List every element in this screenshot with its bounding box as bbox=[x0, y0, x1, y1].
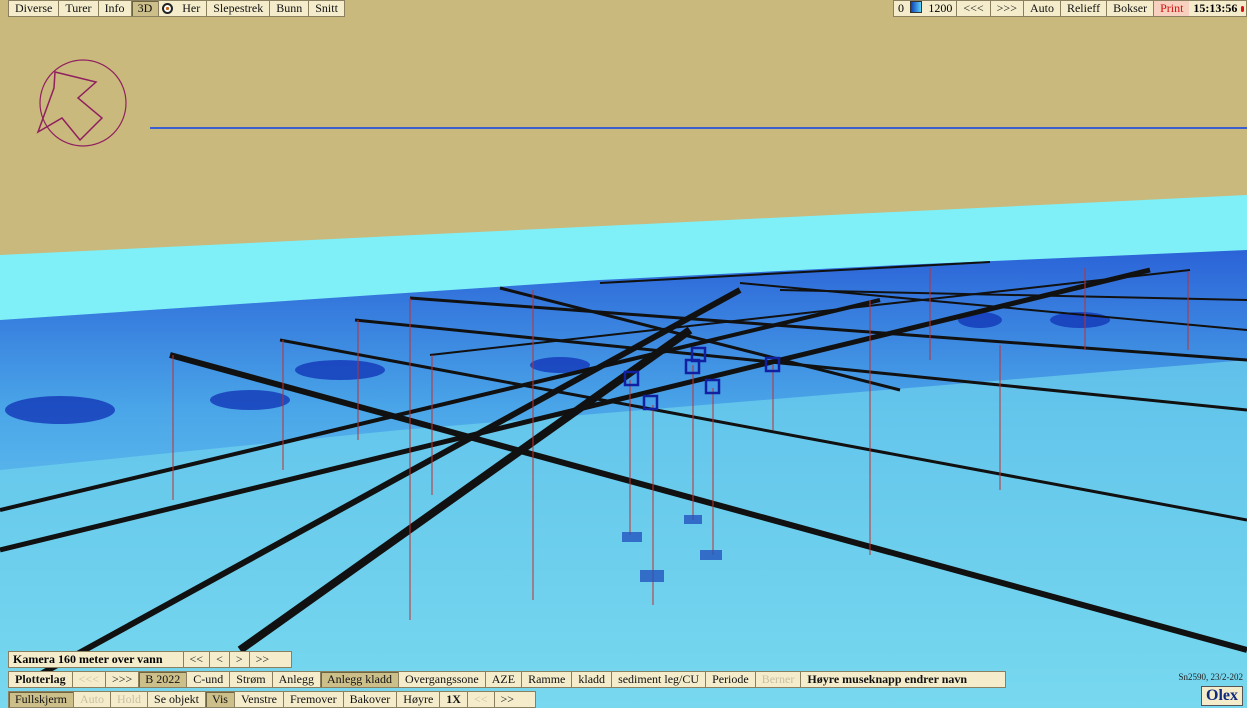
camera-label: Kamera 160 meter over vann bbox=[9, 652, 184, 667]
button[interactable]: AZE bbox=[486, 672, 523, 687]
button[interactable]: >> bbox=[255, 652, 270, 666]
button[interactable]: < bbox=[210, 652, 230, 667]
depth-min: 0 bbox=[898, 1, 904, 15]
record-indicator bbox=[1241, 5, 1244, 12]
depth-max: 1200 bbox=[924, 1, 958, 16]
button[interactable]: Bokser bbox=[1107, 1, 1155, 16]
compass bbox=[36, 59, 127, 147]
camera-bar: Kamera 160 meter over vann << < > >> bbox=[8, 651, 292, 668]
button: <<< bbox=[73, 672, 106, 687]
button[interactable]: Overgangssone bbox=[399, 672, 486, 687]
button[interactable]: kladd bbox=[572, 672, 613, 687]
button[interactable]: 3D bbox=[131, 1, 160, 16]
button[interactable]: Relieff bbox=[1061, 1, 1108, 16]
button[interactable]: 1X bbox=[440, 692, 468, 707]
button[interactable]: Periode bbox=[706, 672, 756, 687]
button[interactable]: Plotterlag bbox=[9, 672, 73, 687]
button[interactable]: Se objekt bbox=[148, 692, 207, 707]
cable-lines bbox=[0, 261, 1247, 683]
status-info: Sn2590, 23/2-202 bbox=[1178, 672, 1243, 682]
button[interactable]: sediment leg/CU bbox=[612, 672, 707, 687]
button[interactable]: Høyre bbox=[397, 692, 441, 707]
button[interactable]: B 2022 bbox=[139, 672, 188, 687]
top-right-toolbar: 0 1200 <<< >>> Auto Relieff Bokser Print 15:1… bbox=[893, 0, 1247, 17]
button[interactable]: Turer bbox=[59, 1, 99, 16]
object-shadows bbox=[622, 515, 722, 582]
depth-color-scale bbox=[910, 1, 923, 13]
olex-logo[interactable]: Olex bbox=[1201, 686, 1243, 706]
button: << bbox=[468, 692, 495, 707]
button[interactable]: C-und bbox=[187, 672, 231, 687]
button[interactable]: > bbox=[230, 652, 250, 667]
button[interactable]: Bakover bbox=[344, 692, 398, 707]
button[interactable]: Fullskjerm bbox=[9, 692, 75, 707]
button[interactable]: Auto bbox=[1024, 1, 1061, 16]
plotter-layer-bar: Plotterlag <<< >>> B 2022 C-und Strøm Anlegg An… bbox=[8, 671, 1006, 688]
button[interactable]: Venstre bbox=[235, 692, 284, 707]
button[interactable]: Høyre museknapp endrer navn bbox=[807, 672, 968, 686]
button[interactable]: Print bbox=[1154, 1, 1190, 16]
button[interactable]: Info bbox=[99, 1, 132, 16]
button[interactable]: Her bbox=[176, 1, 208, 16]
clock: 15:13:56 bbox=[1193, 1, 1238, 15]
button[interactable]: Ramme bbox=[522, 672, 573, 687]
button[interactable]: Bunn bbox=[270, 1, 310, 16]
button[interactable]: << bbox=[184, 652, 211, 667]
button[interactable]: >>> bbox=[106, 672, 140, 687]
button[interactable]: Fremover bbox=[284, 692, 344, 707]
button[interactable]: Vis bbox=[206, 692, 235, 707]
button[interactable]: <<< bbox=[957, 1, 991, 16]
object-boxes bbox=[623, 346, 781, 411]
button[interactable]: Anlegg bbox=[273, 672, 321, 687]
button[interactable]: Slepestrek bbox=[207, 1, 271, 16]
button[interactable]: Diverse bbox=[9, 1, 60, 16]
navigation-bar: Fullskjerm Auto Hold Se objekt Vis Venstre Fre… bbox=[8, 691, 536, 708]
view-buttons: <<< >>> Auto Relieff Bokser Print bbox=[957, 1, 1190, 16]
top-left-toolbar: Diverse Turer Info 3D Her Slepestrek Bunn Snitt bbox=[8, 0, 345, 17]
button[interactable]: Snitt bbox=[315, 1, 338, 15]
button: Hold bbox=[111, 692, 149, 707]
button: Berner bbox=[756, 672, 802, 687]
button[interactable]: Strøm bbox=[230, 672, 273, 687]
depth-markers bbox=[172, 268, 1189, 620]
target-icon[interactable] bbox=[162, 3, 174, 14]
button[interactable]: Anlegg kladd bbox=[320, 672, 399, 687]
button: Auto bbox=[74, 692, 112, 707]
button[interactable]: >>> bbox=[991, 1, 1024, 16]
button[interactable]: >> bbox=[500, 692, 515, 706]
